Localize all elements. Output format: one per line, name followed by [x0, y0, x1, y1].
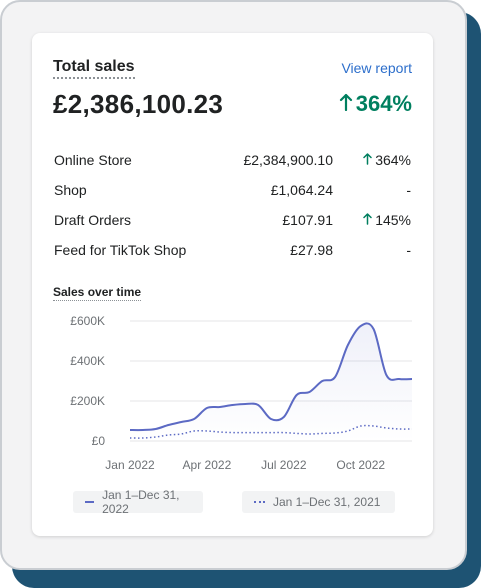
sales-over-time-chart[interactable]: £0 £200K £400K £600K Jan 2022 Apr 2022 Jul 202… [32, 303, 433, 483]
view-report-link[interactable]: View report [341, 60, 412, 76]
y-tick-label: £400K [70, 354, 105, 368]
chart-title[interactable]: Sales over time [53, 285, 142, 301]
dotted-line-swatch [254, 501, 265, 503]
arrow-up-icon [363, 212, 372, 228]
total-sales-card: Total sales View report £2,386,100.23 36… [32, 33, 433, 536]
channel-change: 145% [363, 212, 411, 228]
total-growth-value: 364% [355, 91, 412, 116]
channel-change-value: - [406, 182, 411, 198]
table-row: Shop £1,064.24 - [54, 179, 411, 209]
series-area [130, 323, 412, 441]
legend-label: Jan 1–Dec 31, 2021 [273, 495, 381, 509]
channel-name: Online Store [54, 152, 132, 168]
x-tick-label: Jan 2022 [105, 458, 155, 472]
channel-value: £27.98 [290, 242, 333, 258]
total-sales-value: £2,386,100.23 [53, 89, 224, 119]
legend-item-2022[interactable]: Jan 1–Dec 31, 2022 [73, 488, 203, 516]
y-tick-label: £0 [92, 434, 106, 448]
channel-change-value: - [406, 242, 411, 258]
series-line-2021 [129, 424, 413, 439]
x-tick-label: Jul 2022 [261, 458, 307, 472]
y-tick-label: £600K [70, 314, 105, 328]
channel-name: Feed for TikTok Shop [54, 242, 187, 258]
arrow-up-icon [339, 91, 353, 117]
channel-name: Shop [54, 182, 87, 198]
total-growth: 364% [339, 91, 412, 117]
solid-line-swatch [85, 501, 95, 503]
channel-name: Draft Orders [54, 212, 132, 228]
series-line-2022 [129, 322, 413, 432]
table-row: Feed for TikTok Shop £27.98 - [54, 239, 411, 269]
channel-change: - [406, 242, 411, 258]
channel-value: £2,384,900.10 [243, 152, 333, 168]
x-tick-label: Oct 2022 [336, 458, 385, 472]
x-tick-label: Apr 2022 [183, 458, 232, 472]
channel-breakdown: Online Store £2,384,900.10 364% Shop £1,… [54, 149, 411, 269]
channel-change-value: 364% [375, 152, 411, 168]
table-row: Draft Orders £107.91 145% [54, 209, 411, 239]
legend-label: Jan 1–Dec 31, 2022 [102, 488, 180, 516]
table-row: Online Store £2,384,900.10 364% [54, 149, 411, 179]
card-title[interactable]: Total sales [53, 58, 135, 79]
channel-value: £1,064.24 [270, 182, 333, 198]
arrow-up-icon [363, 152, 372, 168]
y-tick-label: £200K [70, 394, 105, 408]
channel-change: - [406, 182, 411, 198]
channel-change-value: 145% [375, 212, 411, 228]
channel-value: £107.91 [282, 212, 333, 228]
channel-change: 364% [363, 152, 411, 168]
legend-item-2021[interactable]: Jan 1–Dec 31, 2021 [242, 491, 395, 513]
